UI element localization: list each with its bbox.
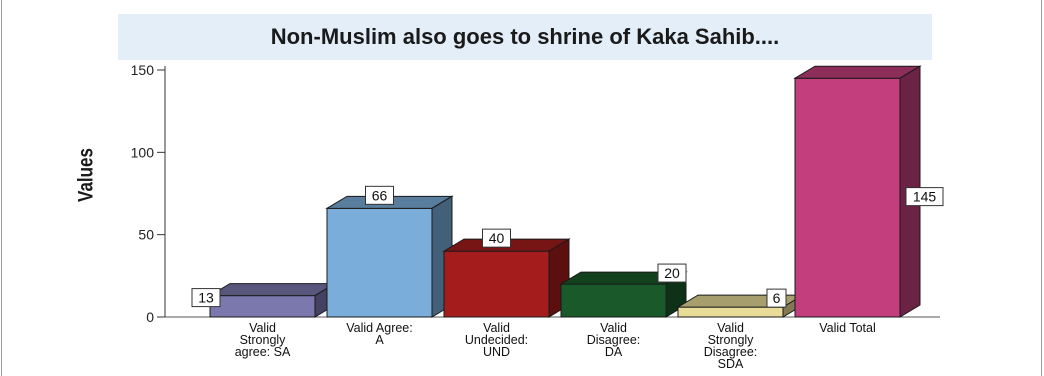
x-tick-label-1: Valid Strongly agree: SA (208, 321, 318, 359)
bar-6 (794, 77, 901, 318)
x-tick-label-line: SDA (717, 357, 744, 371)
x-tick-label-3: Valid Undecided: UND (442, 321, 552, 359)
data-label-box-5 (766, 288, 787, 308)
x-tick-label-line: Valid (249, 321, 276, 335)
data-label-3: 40 (489, 230, 505, 246)
chart-title-background (118, 14, 932, 60)
x-tick-label-line: Valid Agree: (346, 321, 413, 335)
x-tick-label-line: DA (604, 345, 623, 359)
bar-4 (560, 283, 667, 318)
bar-3 (443, 250, 550, 318)
data-label-1: 13 (198, 290, 214, 306)
data-label-box-1 (191, 288, 221, 308)
x-tick-label-line: Valid (600, 321, 627, 335)
x-tick-label-line: Disagree: (703, 345, 758, 359)
x-tick-label-4: Valid Disagree: DA (559, 321, 669, 359)
data-label-4: 20 (664, 265, 680, 281)
x-tick-label-line: Valid (717, 321, 744, 335)
x-tick-label-line: Strongly (707, 333, 754, 347)
x-tick-label-line: A (375, 333, 384, 347)
data-label-box-3 (482, 228, 511, 248)
x-tick-label-line: Disagree: (586, 333, 641, 347)
right-border (1041, 0, 1042, 376)
bar-1-top (208, 283, 337, 297)
bar-6-top (793, 65, 922, 79)
left-border (1, 0, 2, 376)
y-tick-label: 50 (138, 227, 154, 243)
data-label-box-4 (657, 263, 687, 283)
x-tick-label-line: UND (482, 345, 511, 359)
y-tick-label: 100 (131, 144, 155, 160)
y-tick-label: 0 (146, 309, 154, 325)
y-tick-label: 150 (131, 62, 155, 78)
data-label-box-6 (905, 187, 944, 207)
x-tick-label-6: Valid Total (793, 321, 903, 335)
bar-5 (677, 306, 784, 318)
data-label-6: 145 (913, 189, 937, 205)
x-tick-label-line: Valid Total (819, 321, 876, 335)
data-label-2: 66 (372, 187, 388, 203)
x-tick-label-2: Valid Agree: A (325, 321, 435, 347)
x-tick-label-line: Undecided: (464, 333, 529, 347)
chart-title: Non-Muslim also goes to shrine of Kaka S… (270, 24, 780, 49)
x-tick-label-line: agree: SA (234, 345, 291, 359)
x-tick-label-line: Strongly (239, 333, 286, 347)
bar-1 (209, 295, 316, 318)
data-label-5: 6 (773, 290, 781, 306)
x-tick-label-line: Valid (483, 321, 510, 335)
x-tick-label-5: Valid Strongly Disagree: SDA (676, 321, 786, 371)
data-label-box-2 (365, 185, 394, 205)
bar-2 (326, 207, 433, 318)
